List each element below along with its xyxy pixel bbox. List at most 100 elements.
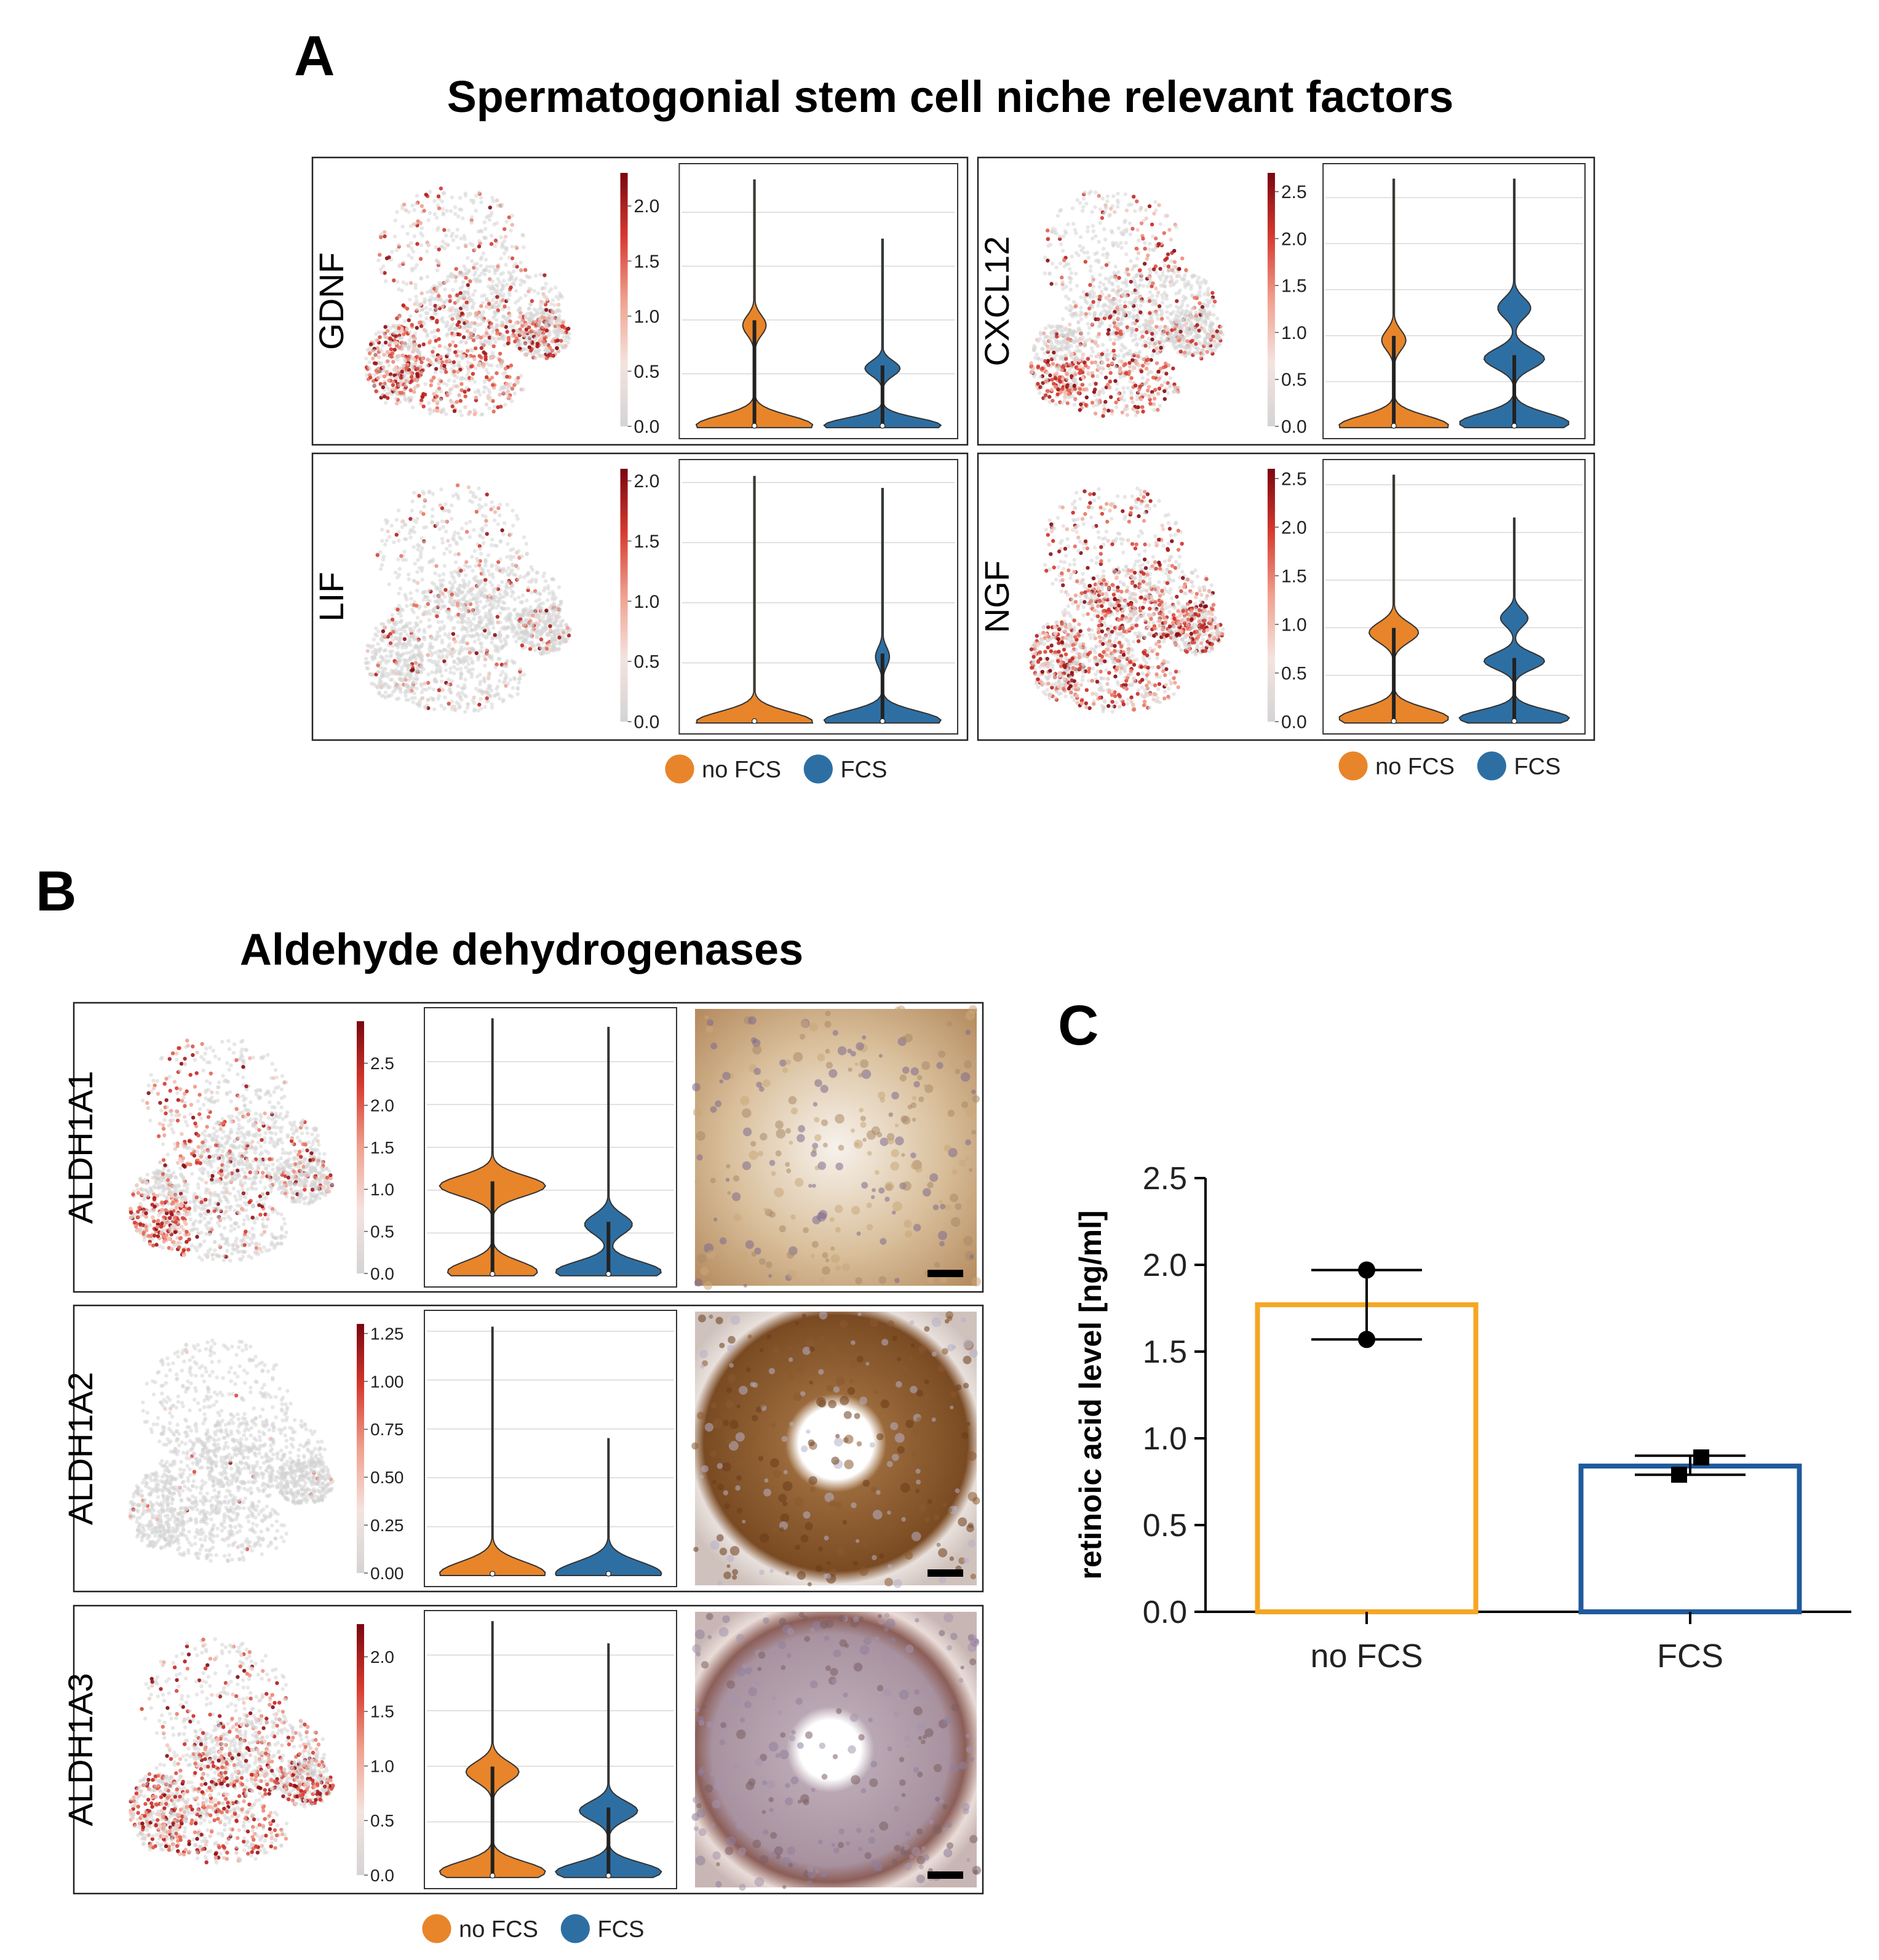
umap-cell [1118, 299, 1122, 303]
umap-cell [1122, 311, 1126, 316]
umap-cell [1111, 194, 1116, 199]
umap-cell [394, 570, 398, 575]
umap-cell [1090, 322, 1094, 326]
umap-cell [449, 400, 454, 405]
umap-cell [383, 234, 387, 239]
umap-cell [501, 670, 505, 674]
umap-cell [499, 256, 503, 261]
umap-cell [517, 680, 521, 685]
umap-cell [410, 256, 414, 260]
umap-cell [415, 570, 419, 574]
umap-cell [458, 196, 463, 200]
umap-cell [1152, 408, 1157, 412]
umap-cell [400, 225, 405, 229]
umap-cell [1093, 388, 1097, 392]
umap-cell [512, 383, 517, 388]
umap-cell [1153, 388, 1158, 392]
umap-cell [415, 374, 420, 378]
umap-cell [1081, 205, 1086, 209]
umap-cell [1081, 245, 1086, 250]
umap-cell [1123, 218, 1127, 223]
umap-cell [443, 662, 448, 666]
umap-cell [452, 660, 456, 664]
umap-cell [1054, 282, 1059, 286]
umap-cell [496, 337, 501, 341]
umap-cell [521, 333, 526, 338]
umap-cell [1043, 255, 1047, 260]
umap-cell [498, 620, 503, 624]
umap-cell [538, 273, 543, 277]
umap-cell [1162, 284, 1167, 289]
umap-cell [428, 412, 432, 416]
umap-cell [482, 390, 486, 394]
umap-cell [1137, 363, 1141, 368]
umap-cell [1080, 383, 1085, 387]
umap-cell [410, 322, 414, 327]
umap-cell [1096, 258, 1100, 263]
umap-cell [504, 320, 509, 325]
umap-cell [460, 311, 464, 316]
umap-cell [429, 290, 433, 294]
umap-cell [555, 332, 559, 336]
umap-cell [494, 325, 498, 329]
umap-cell [435, 408, 440, 413]
umap-cell [1097, 332, 1102, 336]
umap-cell [426, 672, 431, 677]
umap-cell [522, 245, 526, 250]
umap-cell [459, 349, 464, 354]
umap-cell [1036, 381, 1040, 386]
umap-cell [1068, 280, 1073, 285]
umap-cell [1168, 383, 1172, 388]
umap-cell [462, 335, 466, 340]
umap-cell [1181, 317, 1185, 321]
umap-cell [1102, 410, 1106, 415]
umap-cell [489, 233, 494, 238]
umap-cell [1108, 379, 1113, 384]
umap-cell [1144, 208, 1148, 212]
umap-cell [459, 536, 464, 541]
umap-cell [408, 535, 413, 540]
umap-cell [418, 314, 423, 318]
umap-cell [544, 579, 548, 583]
panel-b-letter: B [36, 860, 76, 923]
umap-cell [403, 208, 408, 212]
umap-cell [397, 242, 401, 247]
umap-cell [1122, 390, 1126, 394]
umap-cell [485, 215, 489, 220]
umap-cell [460, 284, 465, 289]
umap-cell [1129, 259, 1133, 263]
umap-cell [1188, 324, 1193, 329]
umap-cell [503, 239, 507, 243]
umap-cell [479, 340, 483, 345]
umap-cell [526, 586, 531, 590]
umap-cell [466, 283, 470, 287]
colorbar-tick-label: 2.5 [1281, 182, 1307, 202]
umap-cell [397, 346, 402, 350]
umap-cell [1093, 252, 1097, 257]
umap-cell [1194, 332, 1199, 337]
umap-cell [485, 305, 489, 309]
umap-cell [488, 391, 492, 395]
umap-cell [429, 379, 434, 383]
umap-cell [490, 291, 495, 296]
umap-cell [1039, 332, 1043, 337]
umap-cell [547, 314, 552, 318]
umap-cell [455, 228, 459, 232]
umap-cell [526, 306, 531, 311]
umap-cell [391, 360, 395, 364]
umap-cell [1152, 396, 1157, 401]
umap-cell [1138, 310, 1143, 314]
umap-cell [453, 560, 458, 565]
umap-cell [1217, 337, 1222, 341]
umap-cell [427, 408, 432, 412]
umap-cell [466, 256, 470, 260]
umap-cell [480, 301, 485, 305]
umap-cell [1081, 375, 1085, 380]
umap-cell [1151, 281, 1155, 285]
umap-cell [458, 399, 463, 403]
umap-cell [1088, 383, 1092, 387]
umap-cell [373, 353, 378, 357]
umap-cell [1156, 242, 1161, 246]
colorbar [620, 173, 628, 426]
